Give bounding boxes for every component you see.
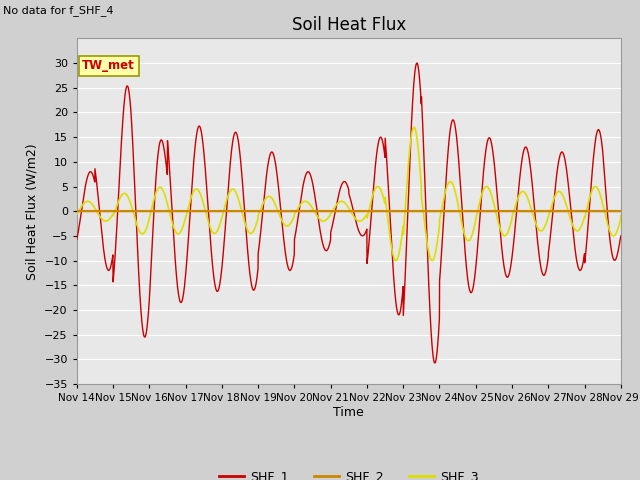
- Text: No data for f_SHF_4: No data for f_SHF_4: [3, 5, 114, 16]
- Title: Soil Heat Flux: Soil Heat Flux: [292, 16, 406, 34]
- Y-axis label: Soil Heat Flux (W/m2): Soil Heat Flux (W/m2): [26, 143, 38, 279]
- Legend: SHF_1, SHF_2, SHF_3: SHF_1, SHF_2, SHF_3: [214, 465, 484, 480]
- X-axis label: Time: Time: [333, 406, 364, 419]
- Text: TW_met: TW_met: [82, 59, 135, 72]
